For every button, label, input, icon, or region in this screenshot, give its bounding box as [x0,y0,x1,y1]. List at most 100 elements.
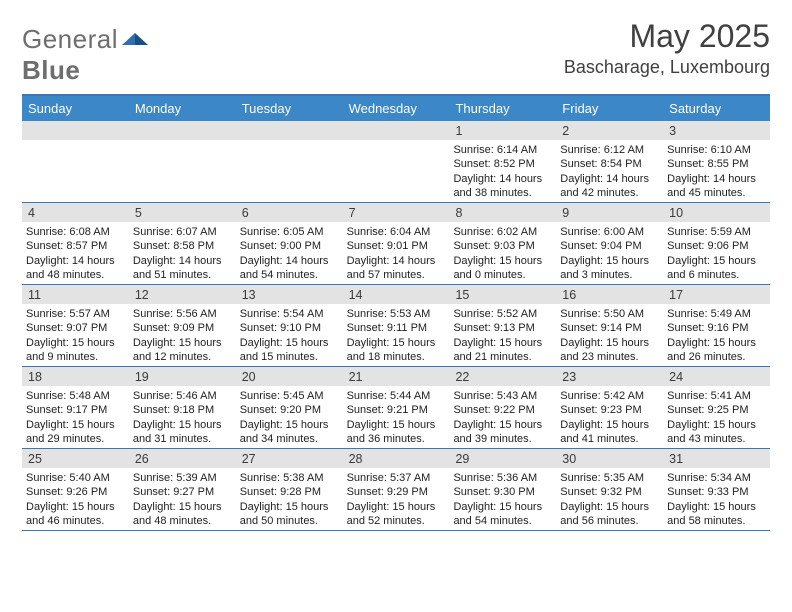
day-content [22,140,129,202]
logo-text: General Blue [22,24,148,86]
title-block: May 2025 Bascharage, Luxembourg [564,18,770,78]
day-content: Sunrise: 5:49 AMSunset: 9:16 PMDaylight:… [663,304,770,366]
day-sunset: Sunset: 9:06 PM [667,239,766,253]
day-content: Sunrise: 5:34 AMSunset: 9:33 PMDaylight:… [663,468,770,530]
day-sunrise: Sunrise: 5:57 AM [26,307,125,321]
day-daylight2: and 54 minutes. [453,514,552,528]
day-daylight2: and 50 minutes. [240,514,339,528]
day-daylight1: Daylight: 15 hours [453,254,552,268]
day-cell: 27Sunrise: 5:38 AMSunset: 9:28 PMDayligh… [236,449,343,530]
day-daylight2: and 21 minutes. [453,350,552,364]
day-daylight1: Daylight: 15 hours [560,500,659,514]
day-daylight2: and 34 minutes. [240,432,339,446]
day-cell: 31Sunrise: 5:34 AMSunset: 9:33 PMDayligh… [663,449,770,530]
weekday-header: Sunday [22,96,129,121]
day-number: 17 [663,285,770,304]
day-number: 15 [449,285,556,304]
day-sunrise: Sunrise: 6:07 AM [133,225,232,239]
day-content: Sunrise: 6:00 AMSunset: 9:04 PMDaylight:… [556,222,663,284]
day-cell [22,121,129,202]
day-number: 30 [556,449,663,468]
day-daylight1: Daylight: 15 hours [240,500,339,514]
day-sunset: Sunset: 9:10 PM [240,321,339,335]
logo-mark-icon [122,30,148,48]
day-content: Sunrise: 5:40 AMSunset: 9:26 PMDaylight:… [22,468,129,530]
day-number: 21 [343,367,450,386]
day-content: Sunrise: 5:48 AMSunset: 9:17 PMDaylight:… [22,386,129,448]
day-number: 26 [129,449,236,468]
day-daylight2: and 15 minutes. [240,350,339,364]
day-cell: 17Sunrise: 5:49 AMSunset: 9:16 PMDayligh… [663,285,770,366]
day-content: Sunrise: 5:39 AMSunset: 9:27 PMDaylight:… [129,468,236,530]
day-content: Sunrise: 5:36 AMSunset: 9:30 PMDaylight:… [449,468,556,530]
day-sunset: Sunset: 9:22 PM [453,403,552,417]
day-daylight2: and 38 minutes. [453,186,552,200]
day-content: Sunrise: 5:37 AMSunset: 9:29 PMDaylight:… [343,468,450,530]
day-sunset: Sunset: 9:30 PM [453,485,552,499]
day-sunset: Sunset: 8:55 PM [667,157,766,171]
day-daylight1: Daylight: 15 hours [453,336,552,350]
day-content: Sunrise: 5:43 AMSunset: 9:22 PMDaylight:… [449,386,556,448]
logo-text-1: General [22,24,118,54]
weekday-header-row: Sunday Monday Tuesday Wednesday Thursday… [22,96,770,121]
day-daylight1: Daylight: 15 hours [240,418,339,432]
day-cell: 9Sunrise: 6:00 AMSunset: 9:04 PMDaylight… [556,203,663,284]
day-cell: 5Sunrise: 6:07 AMSunset: 8:58 PMDaylight… [129,203,236,284]
day-daylight1: Daylight: 14 hours [667,172,766,186]
day-sunset: Sunset: 9:16 PM [667,321,766,335]
day-daylight1: Daylight: 15 hours [667,336,766,350]
day-cell: 26Sunrise: 5:39 AMSunset: 9:27 PMDayligh… [129,449,236,530]
day-daylight1: Daylight: 15 hours [26,500,125,514]
day-number: 19 [129,367,236,386]
calendar: Sunday Monday Tuesday Wednesday Thursday… [22,94,770,531]
day-sunset: Sunset: 9:17 PM [26,403,125,417]
day-sunrise: Sunrise: 5:48 AM [26,389,125,403]
day-cell: 10Sunrise: 5:59 AMSunset: 9:06 PMDayligh… [663,203,770,284]
day-content: Sunrise: 6:08 AMSunset: 8:57 PMDaylight:… [22,222,129,284]
day-daylight2: and 57 minutes. [347,268,446,282]
day-daylight1: Daylight: 14 hours [26,254,125,268]
day-number: 13 [236,285,343,304]
day-cell: 23Sunrise: 5:42 AMSunset: 9:23 PMDayligh… [556,367,663,448]
day-daylight1: Daylight: 15 hours [26,336,125,350]
day-daylight2: and 42 minutes. [560,186,659,200]
day-number [343,121,450,140]
day-sunrise: Sunrise: 6:10 AM [667,143,766,157]
day-content: Sunrise: 5:53 AMSunset: 9:11 PMDaylight:… [343,304,450,366]
day-content: Sunrise: 5:38 AMSunset: 9:28 PMDaylight:… [236,468,343,530]
day-content [236,140,343,202]
day-sunrise: Sunrise: 5:45 AM [240,389,339,403]
day-cell: 1Sunrise: 6:14 AMSunset: 8:52 PMDaylight… [449,121,556,202]
day-number: 4 [22,203,129,222]
day-cell: 24Sunrise: 5:41 AMSunset: 9:25 PMDayligh… [663,367,770,448]
day-daylight1: Daylight: 15 hours [133,418,232,432]
day-daylight2: and 56 minutes. [560,514,659,528]
day-sunset: Sunset: 9:13 PM [453,321,552,335]
day-daylight1: Daylight: 15 hours [347,336,446,350]
day-daylight1: Daylight: 15 hours [133,336,232,350]
day-daylight1: Daylight: 15 hours [240,336,339,350]
day-sunset: Sunset: 9:07 PM [26,321,125,335]
day-daylight1: Daylight: 15 hours [347,500,446,514]
day-daylight2: and 0 minutes. [453,268,552,282]
day-sunset: Sunset: 9:20 PM [240,403,339,417]
day-content: Sunrise: 5:59 AMSunset: 9:06 PMDaylight:… [663,222,770,284]
weekday-header: Saturday [663,96,770,121]
day-number: 27 [236,449,343,468]
day-sunrise: Sunrise: 5:56 AM [133,307,232,321]
day-sunrise: Sunrise: 5:41 AM [667,389,766,403]
week-row: 11Sunrise: 5:57 AMSunset: 9:07 PMDayligh… [22,285,770,367]
week-row: 25Sunrise: 5:40 AMSunset: 9:26 PMDayligh… [22,449,770,531]
day-sunset: Sunset: 9:26 PM [26,485,125,499]
day-daylight1: Daylight: 14 hours [347,254,446,268]
day-number: 18 [22,367,129,386]
weekday-header: Wednesday [343,96,450,121]
day-daylight2: and 6 minutes. [667,268,766,282]
day-daylight1: Daylight: 14 hours [453,172,552,186]
day-sunset: Sunset: 9:00 PM [240,239,339,253]
day-cell: 11Sunrise: 5:57 AMSunset: 9:07 PMDayligh… [22,285,129,366]
day-cell: 2Sunrise: 6:12 AMSunset: 8:54 PMDaylight… [556,121,663,202]
day-sunset: Sunset: 9:04 PM [560,239,659,253]
day-daylight2: and 18 minutes. [347,350,446,364]
day-sunset: Sunset: 9:09 PM [133,321,232,335]
